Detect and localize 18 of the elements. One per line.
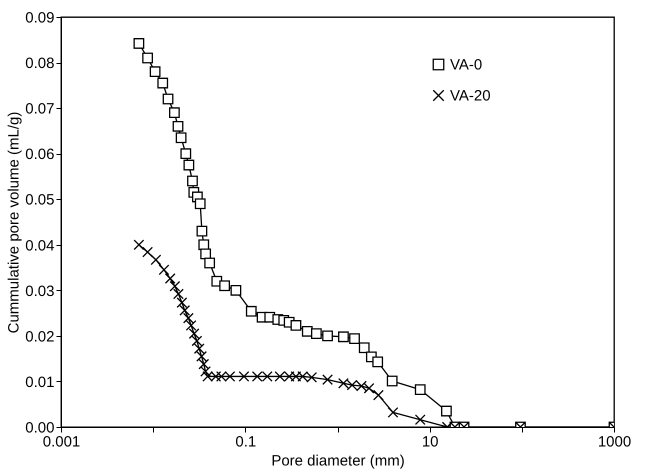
x-tick-label: 1000 xyxy=(598,434,632,450)
y-tick-label: 0.06 xyxy=(25,146,54,164)
y-axis-title: Cummulative pore volume (mL/g) xyxy=(5,112,22,334)
y-tick-label: 0.08 xyxy=(25,55,54,72)
legend-label: VA-0 xyxy=(450,56,482,74)
y-tick-label: 0.00 xyxy=(25,420,54,436)
y-tick-label: 0.01 xyxy=(25,374,54,391)
y-tick-label: 0.03 xyxy=(25,282,54,300)
x-tick-label: 10 xyxy=(422,434,439,450)
y-tick-label: 0.02 xyxy=(25,328,54,346)
x-tick-label: 0.1 xyxy=(235,434,256,450)
x-axis-title: Pore diameter (mm) xyxy=(271,452,405,470)
y-tick-label: 0.05 xyxy=(25,192,54,209)
legend-label: VA-20 xyxy=(450,88,491,104)
y-tick-label: 0.04 xyxy=(25,237,54,254)
y-tick-label: 0.07 xyxy=(25,100,54,118)
x-tick-label: 0.001 xyxy=(42,434,80,450)
y-tick-label: 0.09 xyxy=(25,10,54,26)
